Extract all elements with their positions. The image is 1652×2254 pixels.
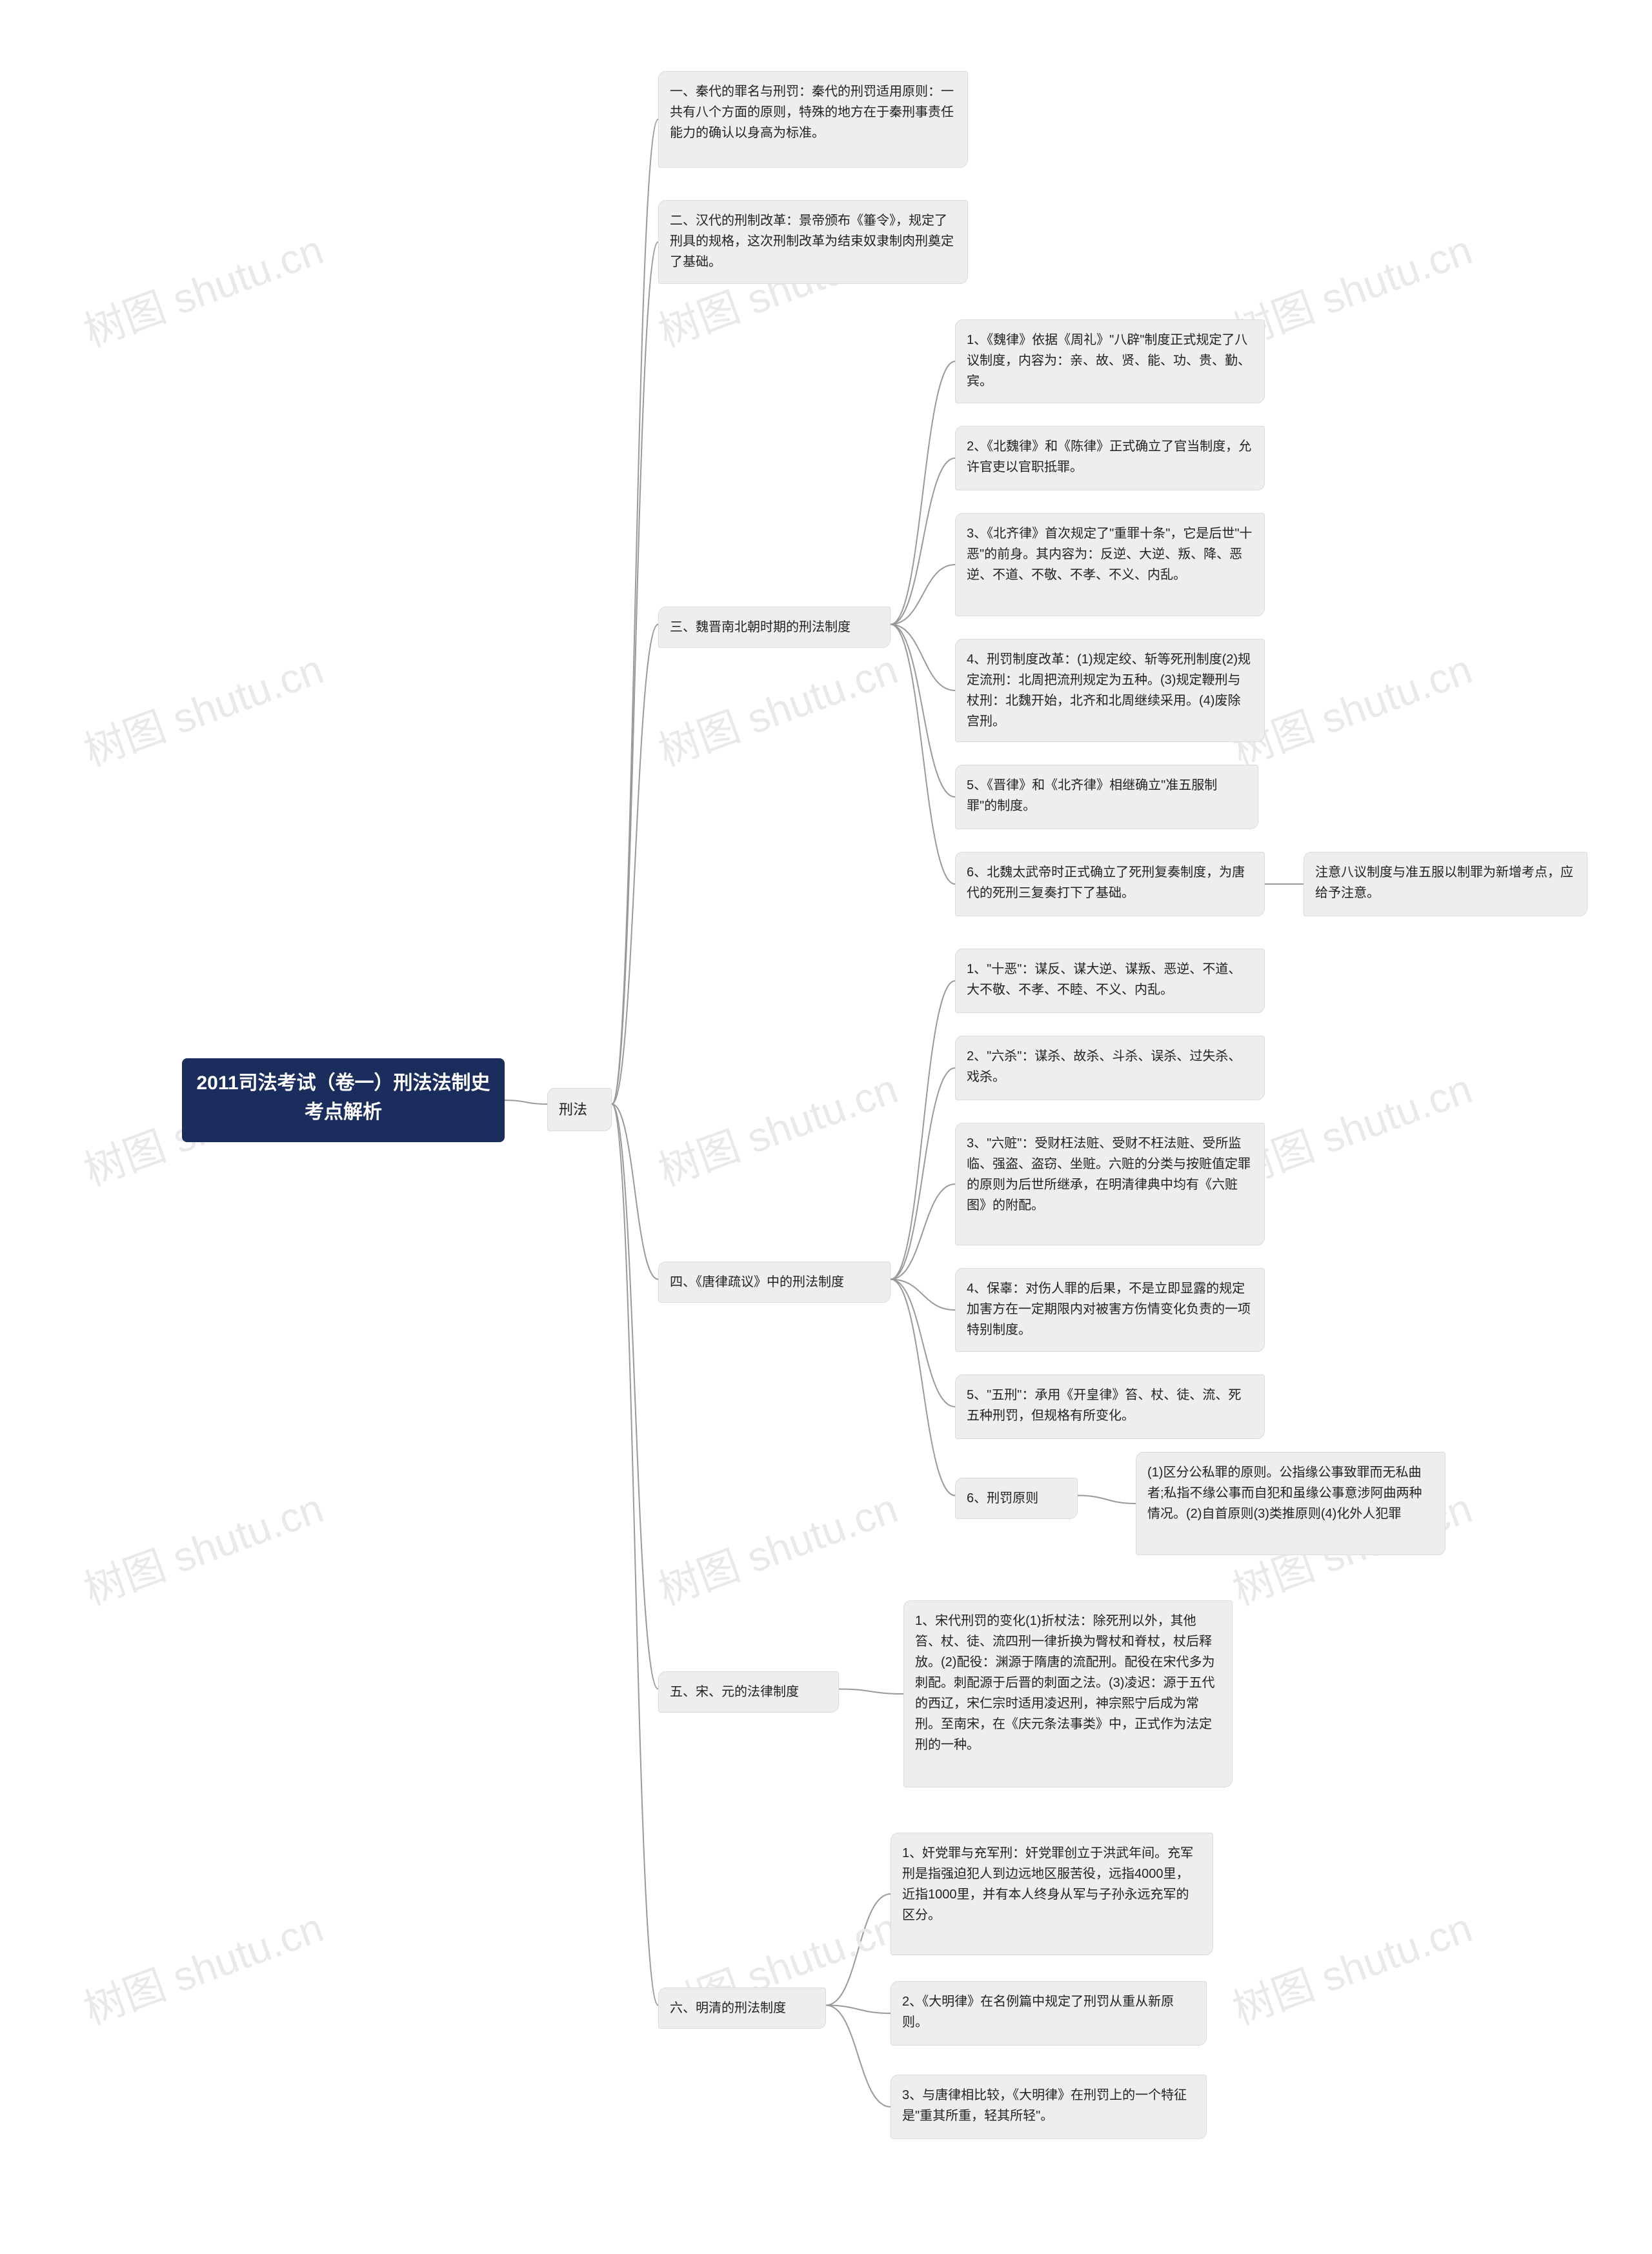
- node-label: 1、宋代刑罚的变化(1)折杖法：除死刑以外，其他笞、杖、徒、流四刑一律折换为臀杖…: [915, 1614, 1214, 1752]
- node-n3d4[interactable]: 4、保辜：对伤人罪的后果，不是立即显露的规定加害方在一定期限内对被害方伤情变化负…: [955, 1268, 1265, 1352]
- node-n3c6[interactable]: 6、北魏太武帝时正式确立了死刑复奏制度，为唐代的死刑三复奏打下了基础。: [955, 852, 1265, 916]
- edge: [891, 625, 955, 798]
- node-n3f2[interactable]: 2、《大明律》在名例篇中规定了刑罚从重从新原则。: [891, 1981, 1207, 2046]
- edge: [891, 565, 955, 625]
- edge: [612, 625, 658, 1105]
- node-label: 1、奸党罪与充军刑：奸党罪创立于洪武年间。充军刑是指强迫犯人到边远地区服苦役，远…: [902, 1846, 1193, 1922]
- node-n1[interactable]: 刑法: [547, 1088, 612, 1131]
- node-label: 注意八议制度与准五服以制罪为新增考点，应给予注意。: [1315, 865, 1573, 900]
- node-label: 3、《北齐律》首次规定了"重罪十条"，它是后世"十恶"的前身。其内容为：反逆、大…: [967, 527, 1252, 582]
- node-n2d[interactable]: 四、《唐律疏议》中的刑法制度: [658, 1262, 891, 1303]
- watermark: 树图 shutu.cn: [75, 217, 330, 358]
- node-n2a[interactable]: 一、秦代的罪名与刑罚：秦代的刑罚适用原则：一共有八个方面的原则，特殊的地方在于秦…: [658, 71, 968, 168]
- node-n2f[interactable]: 六、明清的刑法制度: [658, 1987, 826, 2029]
- edge: [612, 1104, 658, 1689]
- node-n3c1[interactable]: 1、《魏律》依据《周礼》"八辟"制度正式规定了八议制度，内容为：亲、故、贤、能、…: [955, 319, 1265, 403]
- watermark: 树图 shutu.cn: [649, 1475, 905, 1616]
- edge: [839, 1689, 903, 1695]
- edge: [826, 2006, 891, 2014]
- node-label: 三、魏晋南北朝时期的刑法制度: [670, 620, 851, 634]
- node-label: 6、刑罚原则: [967, 1491, 1038, 1505]
- node-n3c2[interactable]: 2、《北魏律》和《陈律》正式确立了官当制度，允许官吏以官职抵罪。: [955, 426, 1265, 490]
- edge: [891, 1280, 955, 1311]
- edge: [612, 242, 658, 1104]
- node-n2c[interactable]: 三、魏晋南北朝时期的刑法制度: [658, 607, 891, 648]
- node-n3c3[interactable]: 3、《北齐律》首次规定了"重罪十条"，它是后世"十恶"的前身。其内容为：反逆、大…: [955, 513, 1265, 616]
- node-n3c5[interactable]: 5、《晋律》和《北齐律》相继确立"准五服制罪"的制度。: [955, 765, 1258, 829]
- edge: [891, 1280, 955, 1496]
- watermark-text: 树图 shutu.cn: [78, 1485, 329, 1614]
- node-n4c6a[interactable]: 注意八议制度与准五服以制罪为新增考点，应给予注意。: [1304, 852, 1587, 916]
- watermark-text: 树图 shutu.cn: [652, 1065, 903, 1194]
- edge: [1078, 1496, 1136, 1504]
- watermark-text: 树图 shutu.cn: [1227, 1904, 1478, 2033]
- node-label: 5、"五刑"：承用《开皇律》笞、杖、徒、流、死五种刑罚，但规格有所变化。: [967, 1388, 1241, 1423]
- node-label: 1、"十恶"：谋反、谋大逆、谋叛、恶逆、不道、大不敬、不孝、不睦、不义、内乱。: [967, 962, 1241, 997]
- edge: [505, 1100, 547, 1104]
- edge: [891, 625, 955, 885]
- node-n3f1[interactable]: 1、奸党罪与充军刑：奸党罪创立于洪武年间。充军刑是指强迫犯人到边远地区服苦役，远…: [891, 1833, 1213, 1955]
- edge: [612, 119, 658, 1104]
- node-n3d3[interactable]: 3、"六赃"：受财枉法赃、受财不枉法赃、受所监临、强盗、盗窃、坐赃。六赃的分类与…: [955, 1123, 1265, 1245]
- watermark: 树图 shutu.cn: [1224, 1895, 1479, 2036]
- edge: [891, 1184, 955, 1280]
- node-label: 5、《晋律》和《北齐律》相继确立"准五服制罪"的制度。: [967, 778, 1217, 813]
- node-n3d5[interactable]: 5、"五刑"：承用《开皇律》笞、杖、徒、流、死五种刑罚，但规格有所变化。: [955, 1374, 1265, 1439]
- watermark-text: 树图 shutu.cn: [78, 226, 329, 356]
- node-n3c4[interactable]: 4、刑罚制度改革：(1)规定绞、斩等死刑制度(2)规定流刑：北周把流刑规定为五种…: [955, 639, 1265, 742]
- node-label: 4、刑罚制度改革：(1)规定绞、斩等死刑制度(2)规定流刑：北周把流刑规定为五种…: [967, 652, 1251, 729]
- node-label: 3、"六赃"：受财枉法赃、受财不枉法赃、受所监临、强盗、盗窃、坐赃。六赃的分类与…: [967, 1136, 1251, 1213]
- edge: [612, 1104, 658, 2006]
- edge: [891, 1068, 955, 1280]
- node-n2e[interactable]: 五、宋、元的法律制度: [658, 1671, 839, 1713]
- node-n3d6[interactable]: 6、刑罚原则: [955, 1478, 1078, 1519]
- node-label: 二、汉代的刑制改革：景帝颁布《箠令》，规定了刑具的规格，这次刑制改革为结束奴隶制…: [670, 214, 954, 269]
- edge: [612, 1104, 658, 1280]
- node-n3e1[interactable]: 1、宋代刑罚的变化(1)折杖法：除死刑以外，其他笞、杖、徒、流四刑一律折换为臀杖…: [903, 1600, 1233, 1787]
- node-n3d1[interactable]: 1、"十恶"：谋反、谋大逆、谋叛、恶逆、不道、大不敬、不孝、不睦、不义、内乱。: [955, 949, 1265, 1013]
- watermark-text: 树图 shutu.cn: [652, 1485, 903, 1614]
- node-n3f3[interactable]: 3、与唐律相比较，《大明律》在刑罚上的一个特征是"重其所重，轻其所轻"。: [891, 2075, 1207, 2139]
- edge: [891, 981, 955, 1280]
- node-label: 2、"六杀"：谋杀、故杀、斗杀、误杀、过失杀、戏杀。: [967, 1049, 1241, 1084]
- node-label: 2011司法考试（卷一）刑法法制史考点解析: [196, 1072, 490, 1123]
- node-label: 2、《北魏律》和《陈律》正式确立了官当制度，允许官吏以官职抵罪。: [967, 439, 1251, 474]
- node-label: (1)区分公私罪的原则。公指缘公事致罪而无私曲者;私指不缘公事而自犯和虽缘公事意…: [1147, 1465, 1422, 1521]
- watermark: 树图 shutu.cn: [75, 1895, 330, 2036]
- node-label: 1、《魏律》依据《周礼》"八辟"制度正式规定了八议制度，内容为：亲、故、贤、能、…: [967, 333, 1251, 388]
- edge: [891, 361, 955, 625]
- node-n4d6a[interactable]: (1)区分公私罪的原则。公指缘公事致罪而无私曲者;私指不缘公事而自犯和虽缘公事意…: [1136, 1452, 1446, 1555]
- node-label: 3、与唐律相比较，《大明律》在刑罚上的一个特征是"重其所重，轻其所轻"。: [902, 2088, 1187, 2123]
- node-n0[interactable]: 2011司法考试（卷一）刑法法制史考点解析: [182, 1058, 505, 1142]
- edge: [891, 625, 955, 691]
- edge: [891, 1280, 955, 1407]
- edge: [826, 1894, 891, 2006]
- mindmap-canvas: 树图 shutu.cn 树图 shutu.cn 树图 shutu.cn 树图 shut…: [0, 0, 1652, 2254]
- watermark-text: 树图 shutu.cn: [78, 646, 329, 775]
- node-n3d2[interactable]: 2、"六杀"：谋杀、故杀、斗杀、误杀、过失杀、戏杀。: [955, 1036, 1265, 1100]
- node-n2b[interactable]: 二、汉代的刑制改革：景帝颁布《箠令》，规定了刑具的规格，这次刑制改革为结束奴隶制…: [658, 200, 968, 284]
- node-label: 五、宋、元的法律制度: [670, 1685, 799, 1699]
- node-label: 六、明清的刑法制度: [670, 2001, 786, 2015]
- watermark: 树图 shutu.cn: [649, 636, 905, 778]
- watermark: 树图 shutu.cn: [75, 1475, 330, 1616]
- node-label: 4、保辜：对伤人罪的后果，不是立即显露的规定加害方在一定期限内对被害方伤情变化负…: [967, 1282, 1251, 1337]
- watermark: 树图 shutu.cn: [75, 636, 330, 778]
- node-label: 刑法: [559, 1102, 587, 1118]
- watermark-text: 树图 shutu.cn: [78, 1904, 329, 2033]
- node-label: 一、秦代的罪名与刑罚：秦代的刑罚适用原则：一共有八个方面的原则，特殊的地方在于秦…: [670, 85, 954, 140]
- watermark: 树图 shutu.cn: [649, 1056, 905, 1197]
- edge: [826, 2006, 891, 2108]
- node-label: 四、《唐律疏议》中的刑法制度: [670, 1275, 844, 1289]
- node-label: 6、北魏太武帝时正式确立了死刑复奏制度，为唐代的死刑三复奏打下了基础。: [967, 865, 1245, 900]
- edge: [891, 458, 955, 625]
- watermark-text: 树图 shutu.cn: [652, 646, 903, 775]
- node-label: 2、《大明律》在名例篇中规定了刑罚从重从新原则。: [902, 1995, 1174, 2029]
